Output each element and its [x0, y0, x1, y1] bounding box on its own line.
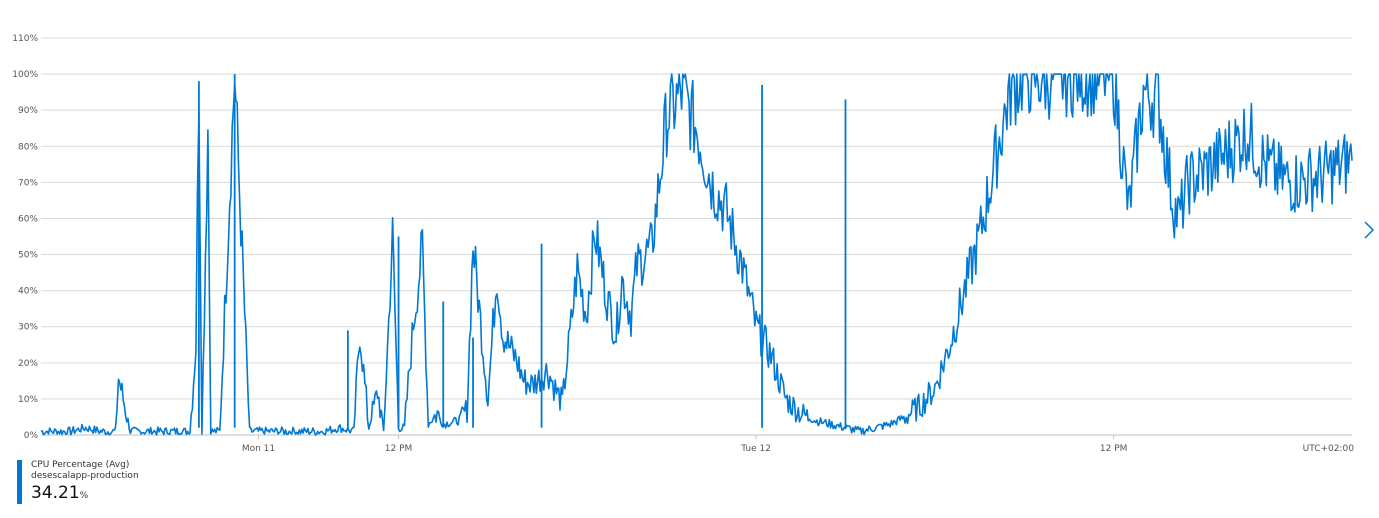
- y-tick-label: 80%: [18, 142, 38, 152]
- y-tick-label: 70%: [18, 178, 38, 188]
- y-tick-label: 40%: [18, 287, 38, 297]
- y-tick-label: 90%: [18, 106, 38, 116]
- x-tick-label: 12 PM: [1100, 444, 1128, 454]
- y-tick-label: 60%: [18, 214, 38, 224]
- series-line-cpu: [40, 73, 1353, 436]
- x-axis-ticks: Mon 11 12 PM Tue 12 12 PM: [242, 435, 1128, 454]
- x-tick-label: 12 PM: [385, 444, 413, 454]
- next-chart-button[interactable]: [1361, 218, 1377, 242]
- series-group: [40, 73, 1353, 436]
- legend-value-unit: %: [79, 491, 89, 501]
- y-tick-label: 100%: [12, 70, 38, 80]
- x-tick-label: Mon 11: [242, 444, 275, 454]
- grid-lines: [41, 37, 1352, 436]
- y-tick-label: 50%: [18, 251, 38, 261]
- y-tick-label: 110%: [12, 34, 38, 44]
- y-tick-label: 0%: [24, 431, 39, 441]
- legend-resource-name: desescalapp-production: [31, 471, 139, 481]
- y-tick-label: 10%: [18, 395, 38, 405]
- timezone-label: UTC+02:00: [1303, 444, 1355, 454]
- y-tick-label: 30%: [18, 323, 38, 333]
- legend-card[interactable]: CPU Percentage (Avg) desescalapp-product…: [17, 460, 139, 504]
- chevron-right-icon: [1364, 221, 1375, 239]
- legend-value-number: 34.21: [31, 483, 80, 503]
- legend-metric-name: CPU Percentage (Avg): [31, 460, 130, 470]
- x-tick-label: Tue 12: [740, 444, 771, 454]
- legend-metric-value: 34.21%: [31, 482, 139, 507]
- y-tick-label: 20%: [18, 359, 38, 369]
- y-axis-ticks: 0% 10% 20% 30% 40% 50% 60% 70% 80% 90% 100% 110%: [12, 34, 38, 441]
